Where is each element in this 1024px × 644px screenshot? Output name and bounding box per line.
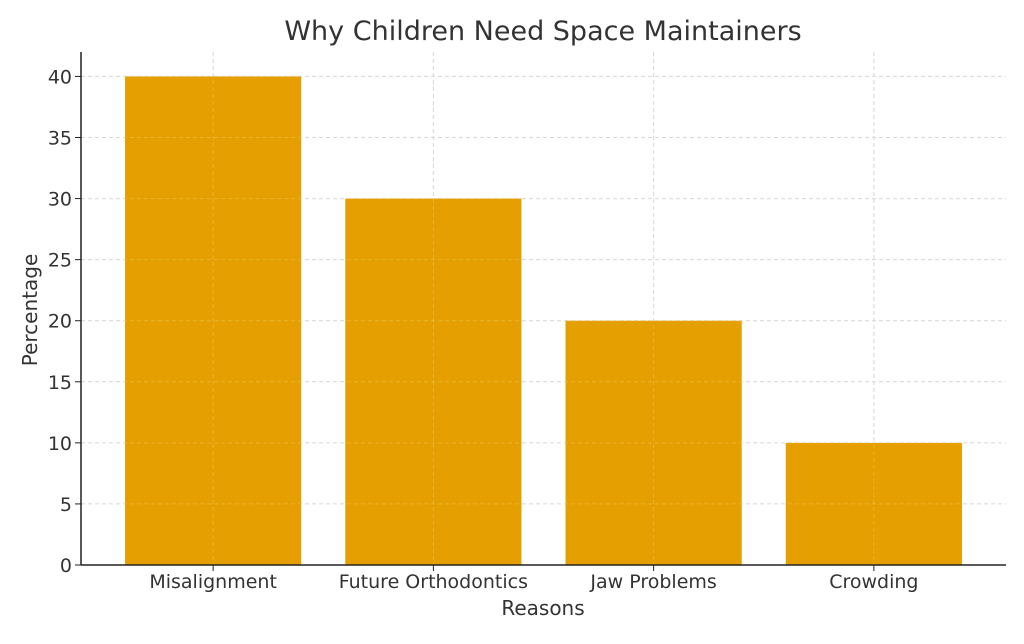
y-tick-label: 20: [48, 311, 72, 333]
x-tick-label: Future Orthodontics: [339, 571, 528, 593]
y-tick-label: 40: [48, 66, 72, 88]
y-tick-label: 35: [48, 128, 72, 150]
bar-future-orthodontics: [345, 198, 522, 566]
y-ticks: 0 5 10 15 20 25 30 35 40: [48, 66, 81, 577]
y-tick-label: 5: [60, 494, 72, 516]
y-tick-label: 25: [48, 250, 72, 272]
x-tick-label: Crowding: [829, 571, 918, 593]
x-axis-label: Reasons: [501, 596, 584, 620]
x-tick-label: Misalignment: [149, 571, 277, 593]
y-tick-label: 0: [60, 555, 72, 577]
chart-title: Why Children Need Space Maintainers: [284, 16, 801, 47]
bar-jaw-problems: [565, 320, 742, 565]
x-ticks: Misalignment Future Orthodontics Jaw Probl…: [149, 565, 918, 593]
y-tick-label: 15: [48, 372, 72, 394]
y-axis-label: Percentage: [18, 254, 42, 367]
bars: [125, 76, 962, 566]
bar-misalignment: [125, 76, 302, 565]
y-tick-label: 10: [48, 433, 72, 455]
y-tick-label: 30: [48, 189, 72, 211]
bar-crowding: [785, 442, 962, 565]
x-tick-label: Jaw Problems: [589, 571, 716, 593]
